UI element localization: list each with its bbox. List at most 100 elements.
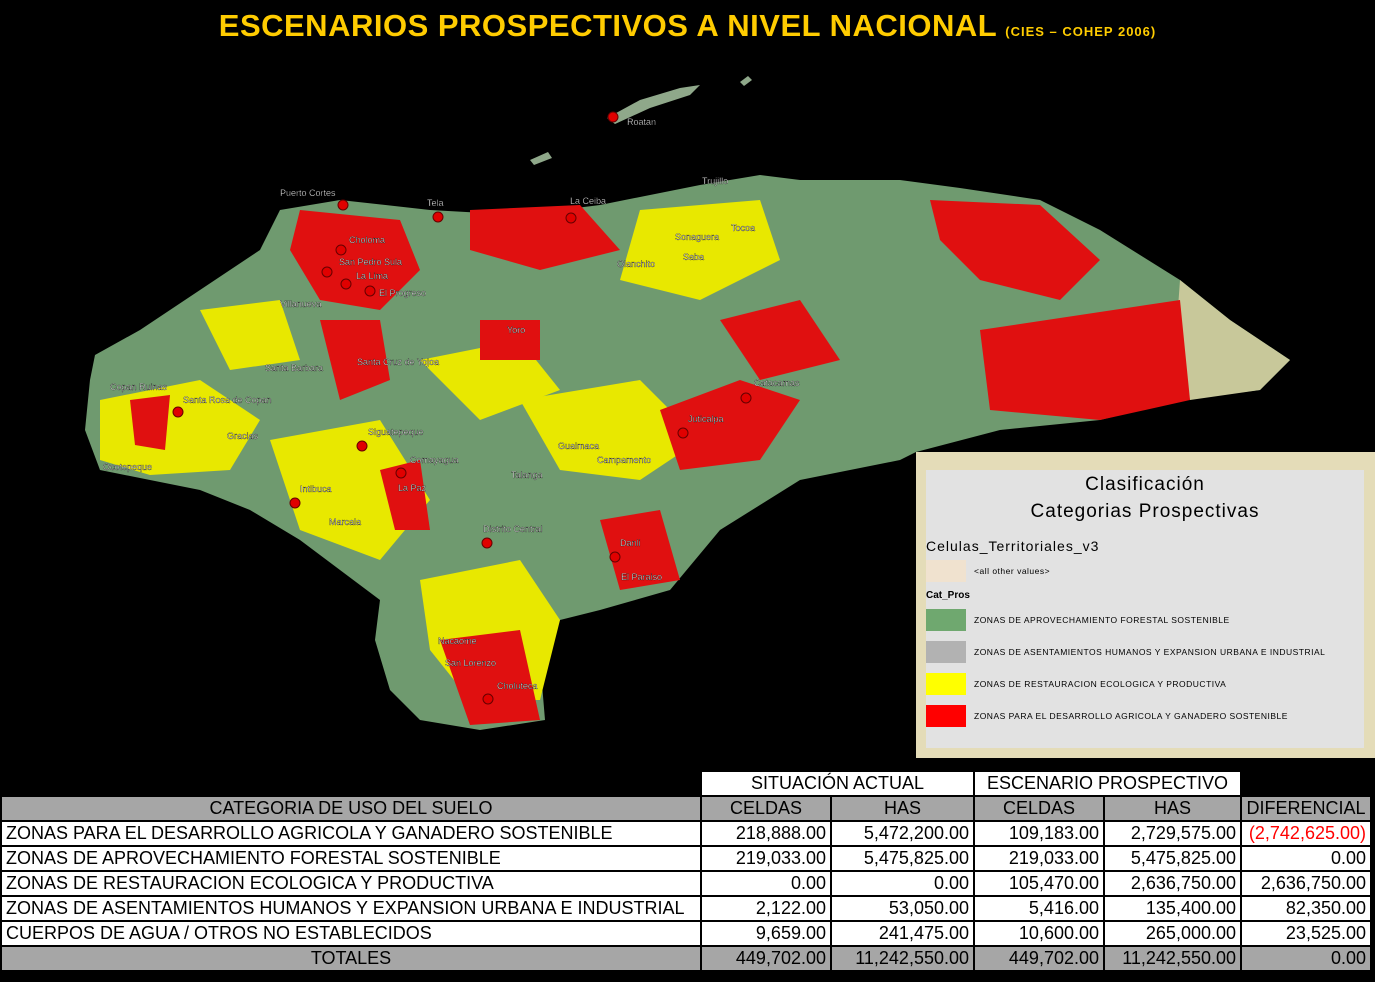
table-cell: 105,470.00: [973, 870, 1105, 897]
table-cell: 5,475,825.00: [830, 845, 975, 872]
table-row: ZONAS PARA EL DESARROLLO AGRICOLA Y GANA…: [0, 820, 1372, 847]
city-label: La Lima: [356, 271, 388, 281]
city-dot: [740, 392, 752, 404]
city-label: Roatan: [627, 117, 656, 127]
table-cell: 2,636,750.00: [1103, 870, 1242, 897]
legend-item: ZONAS DE ASENTAMIENTOS HUMANOS Y EXPANSI…: [926, 635, 1364, 667]
blank-cell: [1, 771, 701, 796]
city-label: Santa Barbara: [265, 363, 323, 373]
column-header: HAS: [830, 795, 975, 822]
column-header: CELDAS: [973, 795, 1105, 822]
map: Roatan Trujillo Puerto Cortes Tela La Ceiba T…: [85, 76, 1290, 730]
table-cell: 0.00: [830, 870, 975, 897]
island: [607, 85, 700, 124]
total-cell: 449,702.00: [700, 945, 832, 972]
city-dot: [337, 199, 349, 211]
city-label: Puerto Cortes: [280, 188, 336, 198]
title-text: ESCENARIOS PROSPECTIVOS A NIVEL NACIONAL: [218, 8, 998, 43]
legend-layer: Celulas_Territoriales_v3: [926, 538, 1100, 554]
total-cell: 11,242,550.00: [830, 945, 975, 972]
table-cell: 5,472,200.00: [830, 820, 975, 847]
column-header: DIFERENCIAL: [1240, 795, 1372, 822]
city-label: Choluteca: [497, 681, 538, 691]
legend-label: ZONAS PARA EL DESARROLLO AGRICOLA Y GANA…: [974, 711, 1288, 721]
legend-swatch: [926, 641, 966, 663]
city-label: San Pedro Sula: [339, 257, 402, 267]
city-label: Yoro: [507, 325, 525, 335]
city-label: Santa Rosa de Copan: [183, 395, 272, 405]
city-label: Olanchito: [617, 259, 655, 269]
table-cell: 5,416.00: [973, 895, 1105, 922]
table-cell: 53,050.00: [830, 895, 975, 922]
table-cell: 82,350.00: [1240, 895, 1372, 922]
legend-swatch: [926, 673, 966, 695]
table-row: ZONAS DE RESTAURACION ECOLOGICA Y PRODUC…: [0, 870, 1372, 897]
legend-swatch: [926, 609, 966, 631]
city-label: Nacaome: [438, 636, 477, 646]
cities: Roatan Trujillo Puerto Cortes Tela La Ceiba T…: [103, 111, 800, 705]
city-label: Intibuca: [300, 484, 332, 494]
table-cell: 135,400.00: [1103, 895, 1242, 922]
table-cell: 109,183.00: [973, 820, 1105, 847]
legend-group: Cat_Pros: [926, 590, 970, 601]
city-dot: [565, 212, 577, 224]
city-dot: [677, 427, 689, 439]
savanna: [1175, 280, 1290, 400]
city-dot: [481, 537, 493, 549]
group-header: ESCENARIO PROSPECTIVO: [973, 770, 1242, 797]
table-cell: 2,729,575.00: [1103, 820, 1242, 847]
total-cell: 449,702.00: [973, 945, 1105, 972]
city-dot: [364, 285, 376, 297]
city-dot: [395, 467, 407, 479]
legend-items: ZONAS DE APROVECHAMIENTO FORESTAL SOSTEN…: [926, 603, 1364, 731]
city-label: Ocotepeque: [103, 462, 152, 472]
blank-cell: [1241, 771, 1371, 796]
table-cell: 219,033.00: [700, 845, 832, 872]
source: (CIES – COHEP 2006): [1005, 24, 1157, 39]
city-label: Marcala: [329, 517, 361, 527]
group-header: SITUACIÓN ACTUAL: [700, 770, 975, 797]
legend-subtitle: Categorias Prospectivas: [1030, 501, 1260, 522]
city-label: Siguatepeque: [368, 427, 424, 437]
city-label: Distrito Central: [483, 524, 543, 534]
legend-item: ZONAS PARA EL DESARROLLO AGRICOLA Y GANA…: [926, 699, 1364, 731]
legend-panel: Clasificación Categorias Prospectivas Ce…: [926, 470, 1364, 748]
table-cell: 241,475.00: [830, 920, 975, 947]
city-label: El Progreso: [379, 288, 426, 298]
table-cell: (2,742,625.00): [1240, 820, 1372, 847]
total-cell: 11,242,550.00: [1103, 945, 1242, 972]
legend-item: <all other values>: [926, 554, 1364, 586]
city-label: El Paraiso: [621, 572, 662, 582]
legend-swatch: [926, 705, 966, 727]
city-label: Copan Ruinas: [110, 382, 168, 392]
city-label: Comayagua: [410, 455, 459, 465]
table: SITUACIÓN ACTUAL ESCENARIO PROSPECTIVO CAT…: [0, 770, 1372, 972]
island: [530, 152, 552, 165]
table-cell: ZONAS DE ASENTAMIENTOS HUMANOS Y EXPANSI…: [0, 895, 702, 922]
table-cell: 23,525.00: [1240, 920, 1372, 947]
table-cell: 0.00: [700, 870, 832, 897]
table-header-row: CATEGORIA DE USO DEL SUELO CELDAS HAS CELDA…: [0, 795, 1372, 822]
city-dot: [609, 551, 621, 563]
city-label: Danli: [620, 538, 641, 548]
legend-swatch: [926, 560, 966, 582]
table-cell: 2,122.00: [700, 895, 832, 922]
city-dot: [482, 693, 494, 705]
table-row: ZONAS DE ASENTAMIENTOS HUMANOS Y EXPANSI…: [0, 895, 1372, 922]
city-label: Villanueva: [280, 299, 321, 309]
city-label: La Ceiba: [570, 196, 606, 206]
city-dot: [607, 111, 619, 123]
city-dot: [340, 278, 352, 290]
city-label: Catacamas: [754, 378, 800, 388]
legend-label: ZONAS DE RESTAURACION ECOLOGICA Y PRODUC…: [974, 679, 1227, 689]
city-label: Gracias: [227, 431, 259, 441]
city-label: Guaimaca: [558, 441, 599, 451]
legend-label: <all other values>: [974, 566, 1051, 576]
table-cell: 0.00: [1240, 845, 1372, 872]
restoration-zones: [100, 200, 780, 700]
total-cell: 0.00: [1240, 945, 1372, 972]
city-dot: [335, 244, 347, 256]
table-cell: 265,000.00: [1103, 920, 1242, 947]
city-label: Santa Cruz de Yojoa: [357, 357, 439, 367]
city-label: Talanga: [511, 470, 543, 480]
